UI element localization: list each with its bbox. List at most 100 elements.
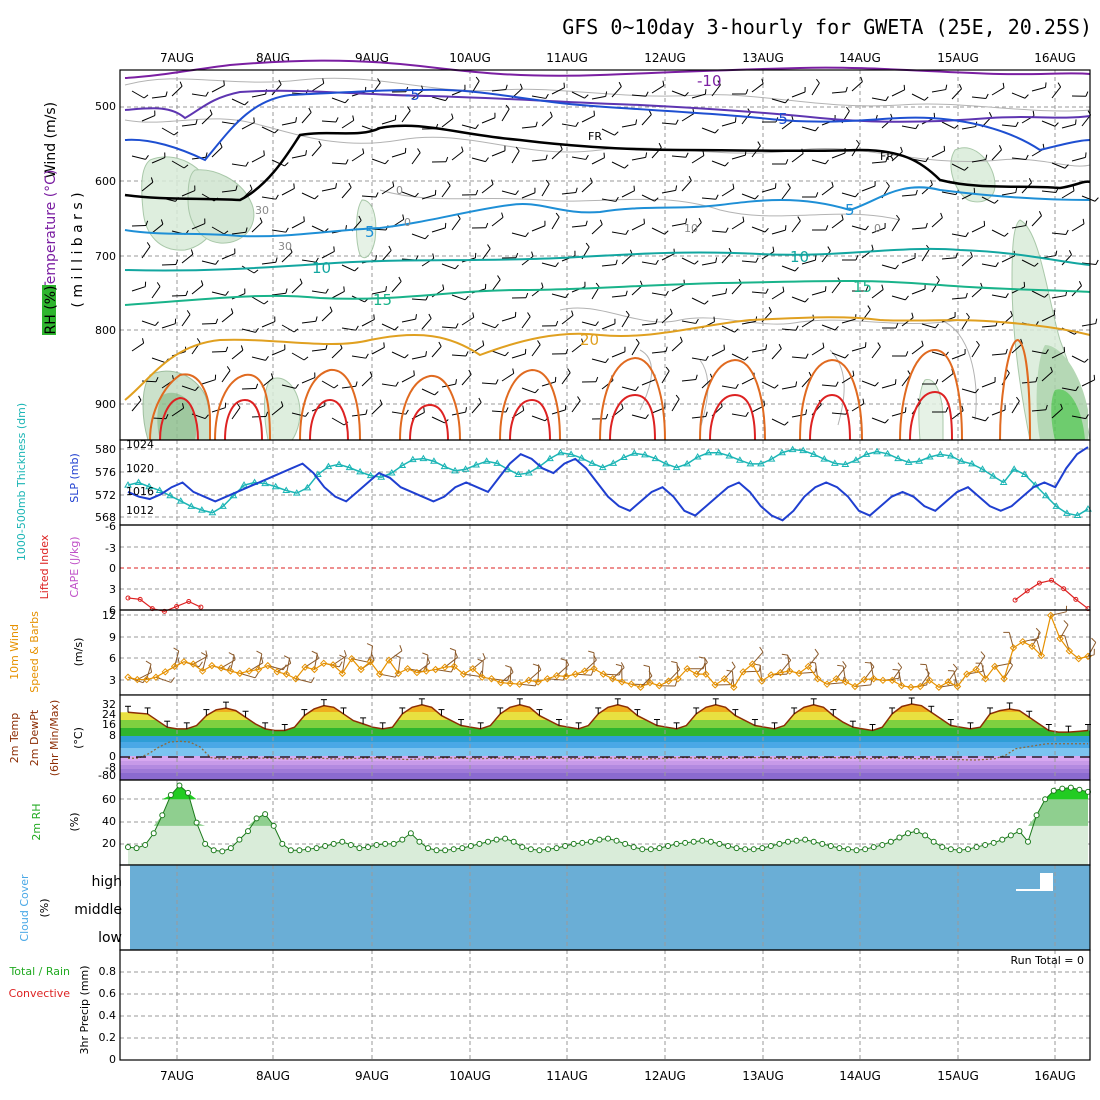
thickness-marker: [852, 456, 860, 463]
wind-barb-feather: [1035, 376, 1038, 382]
wind-barb-feather: [925, 157, 929, 162]
wind-speed-marker: [292, 675, 300, 683]
wind-barb-feather: [998, 145, 1002, 150]
wind10m-barb-feather: [1063, 620, 1069, 626]
wind-barb: [291, 412, 306, 417]
wind-barb-feather: [155, 376, 159, 382]
wind10m-barb-feather: [200, 652, 207, 656]
wind-barb-feather: [940, 212, 943, 218]
thickness-marker: [176, 497, 185, 504]
wind-barb-feather: [665, 366, 670, 372]
rh-marker: [973, 844, 980, 851]
contour-label-rh10: 10: [684, 222, 698, 235]
ylabel-wind-unit: (m/s): [72, 638, 85, 667]
wind-barb: [531, 159, 546, 162]
wind-barb-feather: [501, 212, 504, 218]
wind-barb: [801, 319, 815, 328]
tick-li-3: 3: [109, 583, 116, 596]
wind10m-barb-feather: [283, 655, 290, 659]
ylabel-cloud-unit: (%): [38, 898, 51, 917]
wind-barb-feather: [1060, 403, 1063, 409]
stability-panel: -6 -3 0 3 6 Lifted Index CAPE (J/kg): [38, 520, 1091, 617]
wind-barb: [811, 290, 826, 296]
wind-barb-feather: [1085, 91, 1089, 97]
thickness-marker: [356, 467, 364, 475]
thickness-marker: [873, 447, 881, 455]
wind-barb: [151, 157, 166, 164]
wind-barb-feather: [303, 216, 305, 222]
wind-barb: [371, 82, 381, 95]
wind-barb: [261, 377, 274, 388]
wind-barb-feather: [961, 405, 964, 411]
wind-barb-feather: [395, 381, 399, 387]
wind-barb-feather: [315, 316, 318, 322]
rh-marker: [630, 844, 637, 851]
wind-barb-feather: [414, 192, 419, 198]
high-cloud-block: [1040, 873, 1053, 891]
wind-barb: [871, 417, 886, 424]
wind-barb-feather: [669, 308, 673, 314]
lifted-index-marker: [1036, 580, 1042, 586]
contour-label-20: 20: [580, 331, 599, 349]
wind-barb: [931, 279, 940, 293]
wind-barb: [1081, 195, 1096, 202]
wind-barb-feather: [555, 320, 559, 326]
wind-barb-feather: [567, 368, 571, 373]
thickness-marker: [187, 502, 196, 509]
lifted-index-marker: [198, 604, 204, 610]
wind-barb-feather: [625, 310, 630, 316]
wind-barb-feather: [226, 366, 231, 371]
wind10m-barb-feather: [671, 661, 678, 664]
ylabel-cloud-cover: Cloud Cover: [18, 874, 31, 942]
wind-barb-feather: [303, 356, 309, 361]
wind-barb-feather: [465, 351, 469, 357]
lifted-index-lines: [125, 577, 1091, 614]
wind10m-barb-feather: [698, 656, 705, 659]
wind-barb-feather: [537, 340, 541, 345]
wind-barb: [721, 385, 736, 389]
rh-marker: [682, 839, 689, 846]
wind-barb: [571, 342, 584, 353]
wind-barb: [1011, 400, 1020, 414]
wind-barb: [341, 119, 355, 129]
wind-barb: [531, 225, 546, 232]
wind10m-barb-feather: [399, 645, 403, 651]
thickness-marker: [704, 448, 713, 456]
wind-barb: [991, 353, 1006, 356]
thickness-marker: [461, 465, 470, 472]
wind-barb-feather: [249, 184, 253, 190]
wind-barb-feather: [255, 383, 259, 389]
wind-barb: [991, 149, 1002, 161]
rh-marker: [347, 841, 354, 848]
wind-barb: [421, 194, 436, 200]
thickness-marker: [672, 463, 681, 471]
wind-barb: [521, 255, 534, 266]
wind-barb-feather: [1084, 358, 1089, 363]
wind-barb: [481, 117, 496, 124]
wind-barb: [1071, 156, 1086, 162]
wind-barb-feather: [633, 185, 635, 191]
wind-speed-line: [127, 613, 1089, 689]
lifted-index-marker: [1049, 577, 1055, 583]
wind-barb: [271, 292, 286, 296]
wind-barb-feather: [143, 94, 149, 99]
wind-barb-feather: [895, 323, 899, 329]
wind-barb: [1051, 351, 1065, 359]
date-label-bottom: 14AUG: [839, 1069, 881, 1083]
rh-marker: [990, 839, 997, 846]
wind-speed-marker: [375, 670, 384, 678]
wind-barb-feather: [373, 314, 375, 320]
wind-barb: [691, 93, 706, 99]
wind-barb: [781, 120, 794, 130]
wind10m-barb-feather: [177, 658, 180, 665]
wind-barb: [381, 323, 395, 331]
wind-speed-marker: [403, 665, 412, 673]
thickness-marker: [820, 455, 829, 462]
wind-grid: [120, 610, 1090, 695]
wind-barb-feather: [975, 388, 979, 394]
wind-barb: [171, 85, 183, 97]
wind-frame: [119, 609, 1091, 696]
wind-barb: [491, 350, 506, 357]
wind-barb-feather: [575, 187, 578, 193]
wind-barb: [221, 312, 234, 323]
